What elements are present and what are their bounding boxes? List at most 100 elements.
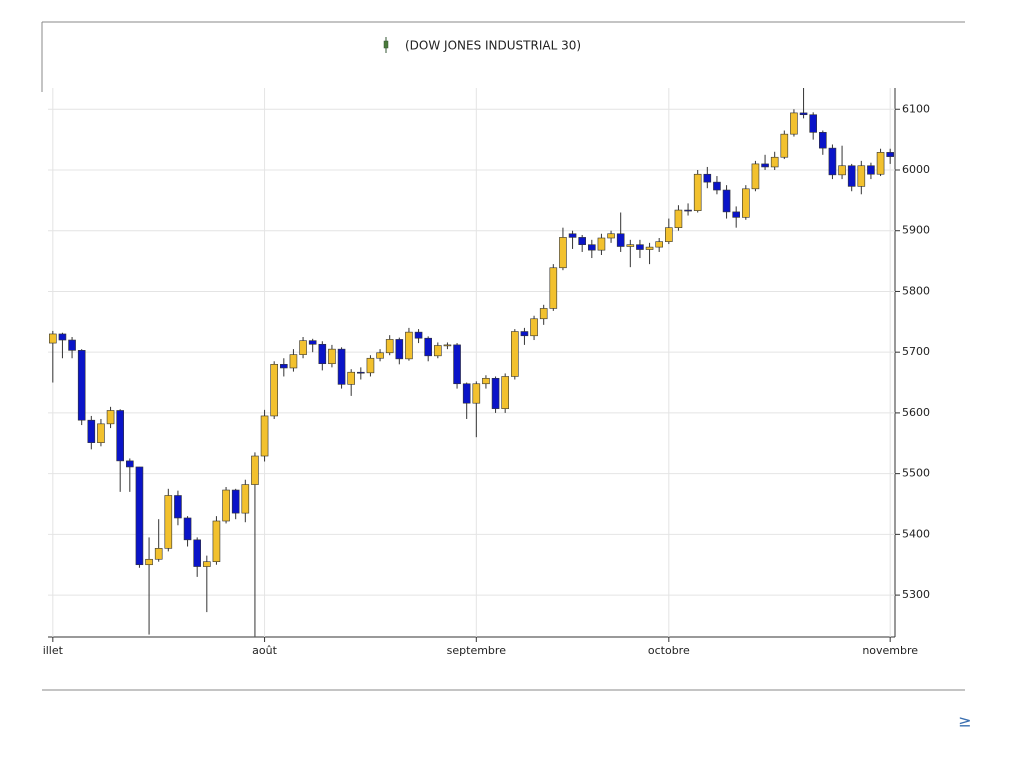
candle-body [347,371,355,385]
candle-body [212,520,221,562]
candle-body [838,165,846,176]
candle-body [366,357,375,374]
candle-body [395,339,404,360]
candle-body [665,227,673,242]
candle-body [154,548,163,560]
candle-body [174,495,182,519]
candle-body [193,539,201,567]
candle-body [135,466,144,566]
candle-body [251,455,259,485]
candle-body [568,233,577,238]
candle-body [597,237,606,251]
candle-body [49,333,57,344]
y-tick-label: 5600 [902,406,930,419]
candle-body [289,354,298,369]
candle-body [164,495,173,549]
candle-body [790,112,798,135]
candle-body [742,188,750,218]
y-tick-label: 6100 [902,102,930,115]
candle-body [616,233,625,247]
candle-body [241,484,250,514]
candle-body [857,165,866,187]
candle-body [231,489,240,514]
candle-body [539,308,548,320]
candle-body [588,244,596,251]
candle-body [434,345,442,357]
candle-body [183,517,192,541]
candle-body [501,376,509,409]
candle-body [520,331,529,337]
candle-body [645,246,654,250]
candle-body [260,415,269,457]
candle-body [318,343,327,365]
candle-body [270,364,278,417]
candle-body [876,152,885,175]
candle-body [607,233,615,239]
candle-body [443,344,452,347]
candle-body [636,244,644,250]
candle-body [693,173,702,211]
x-tick-label: octobre [648,644,690,657]
candle-body [491,377,500,409]
candle-body [58,333,67,341]
x-tick-label: illet [43,644,64,657]
candle-body [819,132,827,149]
candle-body [77,350,86,421]
candle-body [867,165,875,175]
y-tick-label: 5700 [902,345,930,358]
candle-body [357,371,365,374]
candle-body [809,114,817,133]
candle-body [799,112,808,116]
candle-body [751,163,760,190]
x-tick-label: août [252,644,277,657]
candle-body [385,339,394,354]
candle-body [674,209,683,228]
candle-body [578,237,586,245]
candle-body [116,410,124,462]
candle-body [626,244,635,247]
candle-body [337,348,346,385]
y-tick-label: 5900 [902,224,930,237]
candle-body [462,383,471,404]
candle-body [482,377,490,385]
legend-icon [383,37,389,53]
candle-body [847,165,856,187]
candle-body [308,340,317,345]
candle-body [424,337,432,357]
candle-body [328,348,336,365]
candle-body [530,318,538,337]
y-tick-label: 5800 [902,284,930,297]
candle-body [126,460,134,468]
y-tick-label: 5400 [902,527,930,540]
candle-body [222,489,230,522]
chart-title: (DOW JONES INDUSTRIAL 30) [405,39,581,53]
candle-body [770,156,779,168]
candle-body [376,352,384,359]
candle-body [145,558,153,566]
x-tick-label: septembre [447,644,507,657]
candle-body [87,419,96,443]
candle-body [405,331,413,360]
x-tick-label: novembre [862,644,918,657]
y-tick-label: 5300 [902,588,930,601]
candle-body [549,267,558,309]
candle-body [713,181,721,191]
candle-body [703,173,712,183]
candle-body [472,383,481,404]
candle-body [511,331,519,377]
candle-body [280,364,288,369]
nav-link[interactable]: ≥ [958,712,971,731]
candle-body [761,163,769,168]
candle-body [106,410,115,425]
y-tick-label: 6000 [902,163,930,176]
y-tick-label: 5500 [902,467,930,480]
candle-body [722,189,731,213]
candle-body [732,211,740,218]
candle-body [97,423,105,443]
candle-body [414,331,423,339]
candle-body [886,152,894,157]
candle-body [684,209,692,212]
candle-body [68,339,76,351]
candle-body [453,344,461,385]
